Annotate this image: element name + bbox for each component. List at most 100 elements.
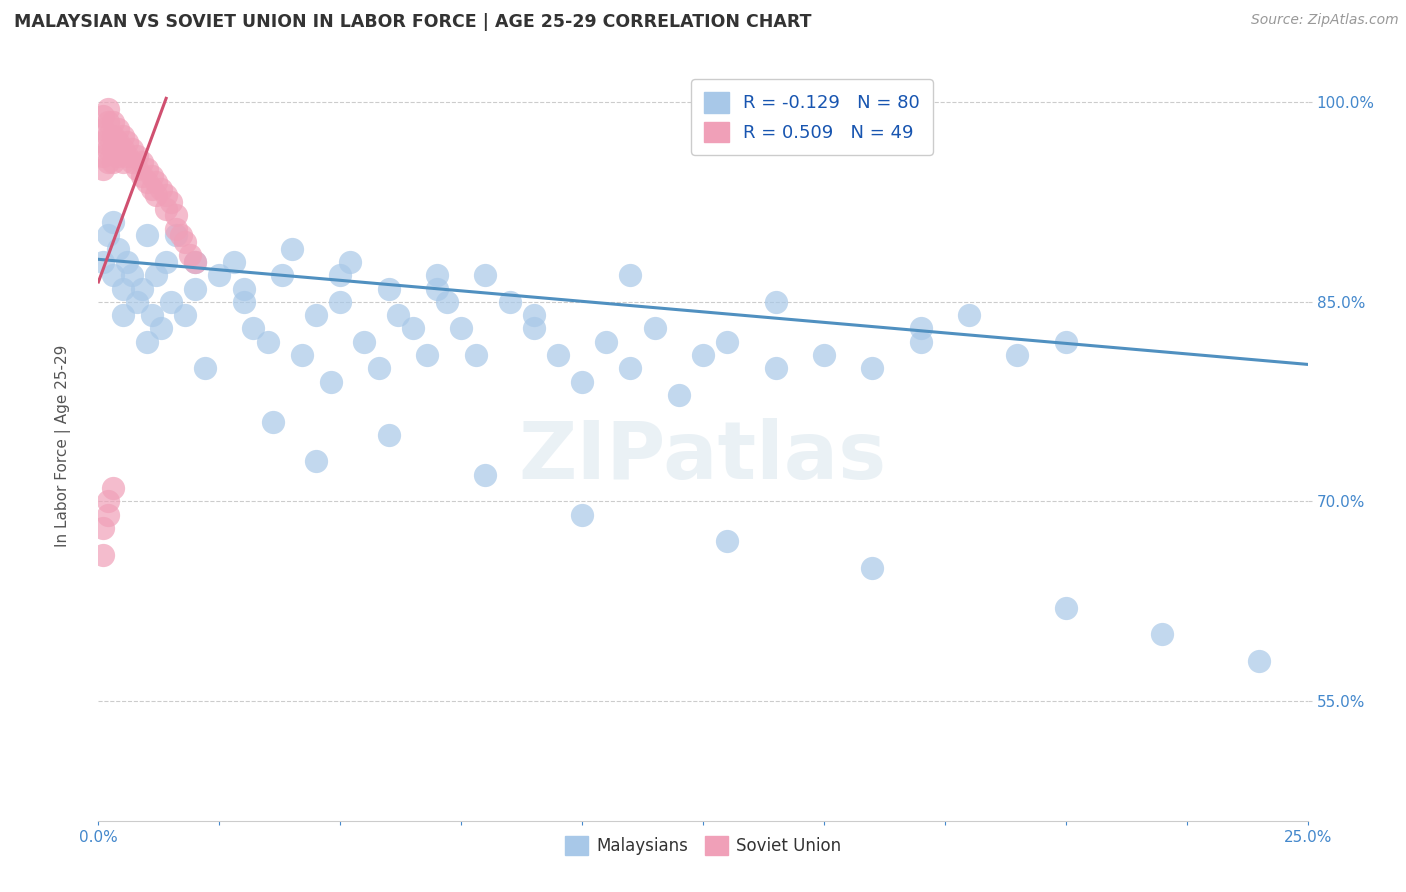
Point: [1054, 600, 1077, 615]
Point: [91, 135, 114, 149]
Point: [141, 182, 163, 196]
Point: [135, 175, 157, 189]
Point: [860, 561, 883, 575]
Point: [208, 268, 231, 283]
Point: [117, 255, 139, 269]
Point: [135, 228, 157, 243]
Point: [450, 321, 472, 335]
Point: [111, 282, 134, 296]
Point: [131, 282, 153, 296]
Point: [644, 321, 666, 335]
Point: [957, 308, 980, 322]
Point: [111, 142, 134, 156]
Point: [141, 308, 163, 322]
Point: [184, 255, 207, 269]
Point: [305, 308, 328, 322]
Point: [179, 248, 201, 262]
Point: [271, 268, 294, 283]
Point: [145, 188, 167, 202]
Point: [474, 268, 496, 283]
Point: [1054, 334, 1077, 349]
Point: [387, 308, 409, 322]
Point: [716, 334, 738, 349]
Point: [97, 494, 120, 508]
Point: [165, 221, 187, 235]
Point: [416, 348, 439, 362]
Point: [571, 375, 593, 389]
Point: [145, 268, 167, 283]
Point: [329, 268, 352, 283]
Point: [1007, 348, 1029, 362]
Point: [91, 255, 114, 269]
Point: [155, 188, 177, 202]
Point: [121, 268, 143, 283]
Point: [91, 161, 114, 176]
Point: [368, 361, 391, 376]
Point: [97, 102, 120, 116]
Point: [595, 334, 617, 349]
Point: [523, 321, 546, 335]
Point: [910, 334, 932, 349]
Point: [910, 321, 932, 335]
Point: [97, 128, 120, 143]
Point: [377, 282, 399, 296]
Point: [860, 361, 883, 376]
Point: [150, 182, 173, 196]
Point: [232, 294, 254, 309]
Point: [184, 282, 207, 296]
Point: [155, 255, 177, 269]
Point: [1152, 627, 1174, 641]
Point: [101, 142, 124, 156]
Point: [97, 508, 120, 522]
Point: [131, 155, 153, 169]
Point: [135, 161, 157, 176]
Point: [91, 148, 114, 162]
Point: [474, 467, 496, 482]
Point: [436, 294, 458, 309]
Point: [121, 155, 143, 169]
Point: [571, 508, 593, 522]
Legend: Malaysians, Soviet Union: Malaysians, Soviet Union: [558, 829, 848, 862]
Point: [135, 334, 157, 349]
Point: [111, 128, 134, 143]
Point: [155, 202, 177, 216]
Point: [150, 321, 173, 335]
Point: [377, 428, 399, 442]
Point: [91, 521, 114, 535]
Point: [127, 161, 149, 176]
Point: [145, 175, 167, 189]
Point: [402, 321, 425, 335]
Point: [91, 548, 114, 562]
Point: [668, 388, 690, 402]
Point: [91, 122, 114, 136]
Text: ZIPatlas: ZIPatlas: [519, 417, 887, 496]
Point: [101, 481, 124, 495]
Point: [619, 361, 641, 376]
Point: [523, 308, 546, 322]
Point: [339, 255, 361, 269]
Text: MALAYSIAN VS SOVIET UNION IN LABOR FORCE | AGE 25-29 CORRELATION CHART: MALAYSIAN VS SOVIET UNION IN LABOR FORCE…: [14, 13, 811, 31]
Point: [160, 294, 183, 309]
Point: [498, 294, 520, 309]
Point: [169, 228, 191, 243]
Point: [101, 155, 124, 169]
Point: [242, 321, 264, 335]
Point: [256, 334, 278, 349]
Point: [131, 169, 153, 183]
Point: [813, 348, 835, 362]
Point: [464, 348, 486, 362]
Point: [232, 282, 254, 296]
Point: [91, 109, 114, 123]
Point: [101, 215, 124, 229]
Point: [619, 268, 641, 283]
Point: [97, 142, 120, 156]
Point: [111, 308, 134, 322]
Point: [426, 268, 449, 283]
Point: [174, 235, 197, 249]
Point: [107, 242, 129, 256]
Point: [111, 155, 134, 169]
Point: [262, 415, 284, 429]
Point: [101, 268, 124, 283]
Point: [1249, 654, 1271, 668]
Point: [141, 169, 163, 183]
